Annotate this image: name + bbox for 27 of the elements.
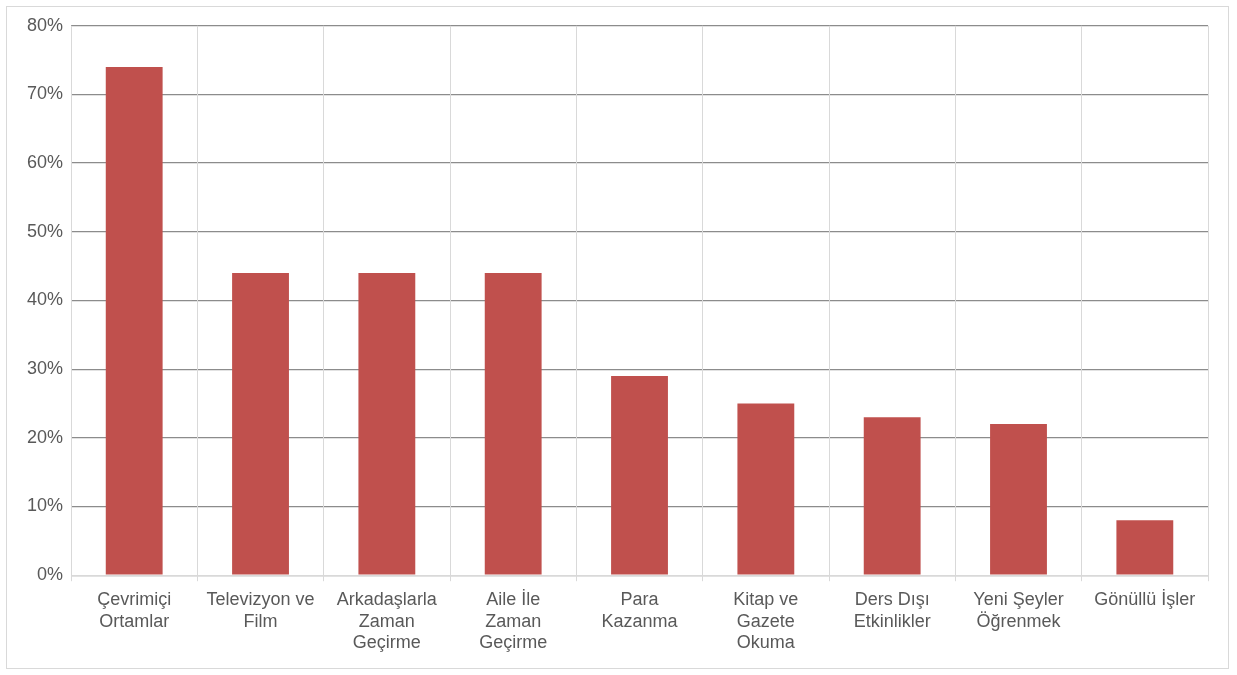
bar: [1116, 520, 1174, 575]
x-tick-label: Ders Dışı Etkinlikler: [853, 588, 931, 631]
bar: [611, 376, 668, 575]
bar: [863, 417, 921, 575]
y-tick-label: 70%: [27, 83, 64, 104]
bar: [737, 403, 795, 575]
x-tick-label: Televizyon ve Film: [206, 588, 315, 631]
y-tick-label: 60%: [27, 152, 64, 173]
y-tick-label: 30%: [27, 358, 64, 379]
y-tick-label: 50%: [27, 220, 64, 241]
y-tick-label: 10%: [27, 495, 64, 516]
y-tick-label: 20%: [27, 426, 64, 447]
y-tick-label: 0%: [37, 564, 64, 585]
x-tick-label: Yeni Şeyler Öğrenmek: [973, 588, 1064, 631]
bar: [358, 273, 416, 575]
y-tick-label: 80%: [27, 14, 64, 35]
bar: [105, 67, 163, 575]
bar: [484, 273, 542, 575]
bar: [232, 273, 289, 575]
bar: [990, 424, 1047, 575]
x-tick-label: Çevrimiçi Ortamlar: [97, 588, 172, 631]
x-tick-label: Aile İle Zaman Geçirme: [479, 588, 548, 653]
x-tick-label: Para Kazanma: [601, 588, 679, 631]
x-tick-label: Arkadaşlarla Zaman Geçirme: [336, 588, 438, 653]
x-tick-label: Gönüllü İşler: [1094, 588, 1196, 609]
y-tick-label: 40%: [27, 289, 64, 310]
x-tick-label: Kitap ve Gazete Okuma: [733, 588, 799, 653]
